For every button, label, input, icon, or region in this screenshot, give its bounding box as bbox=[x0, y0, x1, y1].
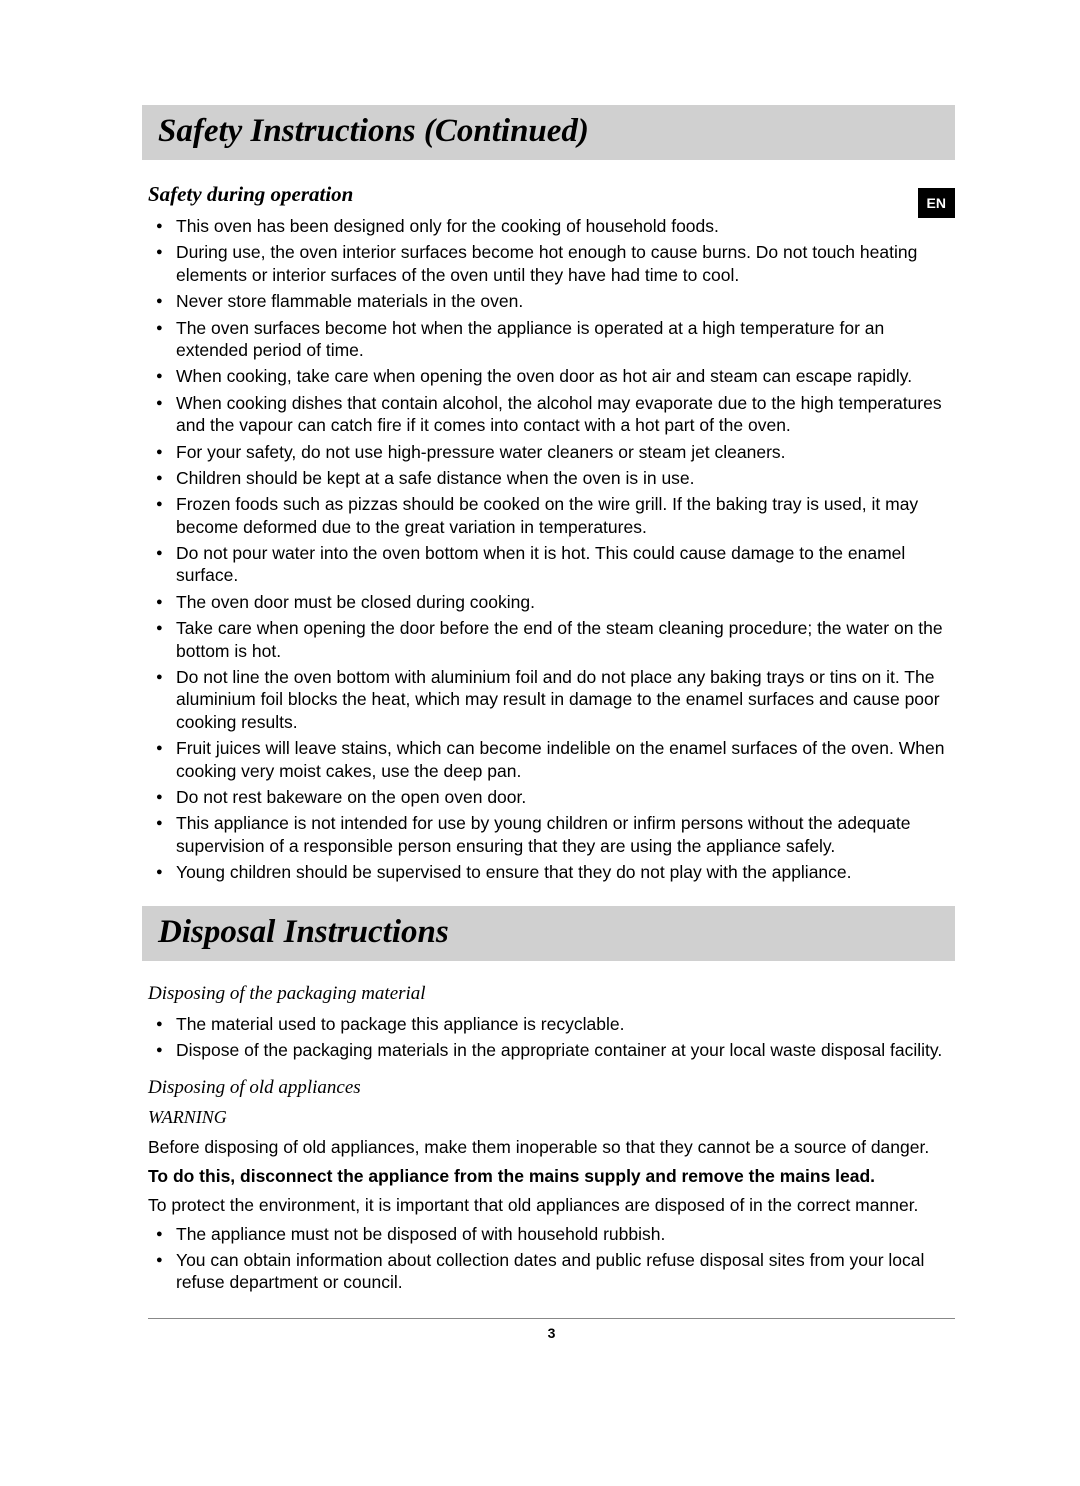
list-item: Do not line the oven bottom with alumini… bbox=[148, 666, 955, 733]
language-tab: EN bbox=[918, 188, 955, 218]
subsection-title-operation: Safety during operation bbox=[148, 182, 955, 207]
list-item: The appliance must not be disposed of wi… bbox=[148, 1223, 955, 1245]
list-item: This appliance is not intended for use b… bbox=[148, 812, 955, 857]
list-item: This oven has been designed only for the… bbox=[148, 215, 955, 237]
list-item: Dispose of the packaging materials in th… bbox=[148, 1039, 955, 1061]
list-item: The material used to package this applia… bbox=[148, 1013, 955, 1035]
list-item: Young children should be supervised to e… bbox=[148, 861, 955, 883]
section-header-safety: Safety Instructions (Continued) bbox=[142, 105, 955, 160]
section-title: Disposal Instructions bbox=[158, 914, 939, 951]
page-number: 3 bbox=[148, 1325, 955, 1341]
list-item: You can obtain information about collect… bbox=[148, 1249, 955, 1294]
list-item: When cooking dishes that contain alcohol… bbox=[148, 392, 955, 437]
safety-list: This oven has been designed only for the… bbox=[148, 215, 955, 884]
list-item: Do not rest bakeware on the open oven do… bbox=[148, 786, 955, 808]
list-item: Children should be kept at a safe distan… bbox=[148, 467, 955, 489]
list-item: Fruit juices will leave stains, which ca… bbox=[148, 737, 955, 782]
warning-label: WARNING bbox=[148, 1107, 955, 1128]
subsection-title-old-appliances: Disposing of old appliances bbox=[148, 1077, 955, 1099]
list-item: During use, the oven interior surfaces b… bbox=[148, 241, 955, 286]
list-item: Take care when opening the door before t… bbox=[148, 617, 955, 662]
footer-rule bbox=[148, 1318, 955, 1319]
section-header-disposal: Disposal Instructions bbox=[142, 906, 955, 961]
section-title: Safety Instructions (Continued) bbox=[158, 113, 939, 150]
body-text: To protect the environment, it is import… bbox=[148, 1194, 955, 1217]
body-text: Before disposing of old appliances, make… bbox=[148, 1136, 955, 1159]
list-item: Do not pour water into the oven bottom w… bbox=[148, 542, 955, 587]
list-item: The oven surfaces become hot when the ap… bbox=[148, 317, 955, 362]
list-item: The oven door must be closed during cook… bbox=[148, 591, 955, 613]
list-item: When cooking, take care when opening the… bbox=[148, 365, 955, 387]
packaging-list: The material used to package this applia… bbox=[148, 1013, 955, 1062]
subsection-title-packaging: Disposing of the packaging material bbox=[148, 983, 955, 1005]
body-text-bold: To do this, disconnect the appliance fro… bbox=[148, 1165, 955, 1188]
list-item: Never store flammable materials in the o… bbox=[148, 290, 955, 312]
old-appliance-list: The appliance must not be disposed of wi… bbox=[148, 1223, 955, 1294]
list-item: For your safety, do not use high-pressur… bbox=[148, 441, 955, 463]
list-item: Frozen foods such as pizzas should be co… bbox=[148, 493, 955, 538]
